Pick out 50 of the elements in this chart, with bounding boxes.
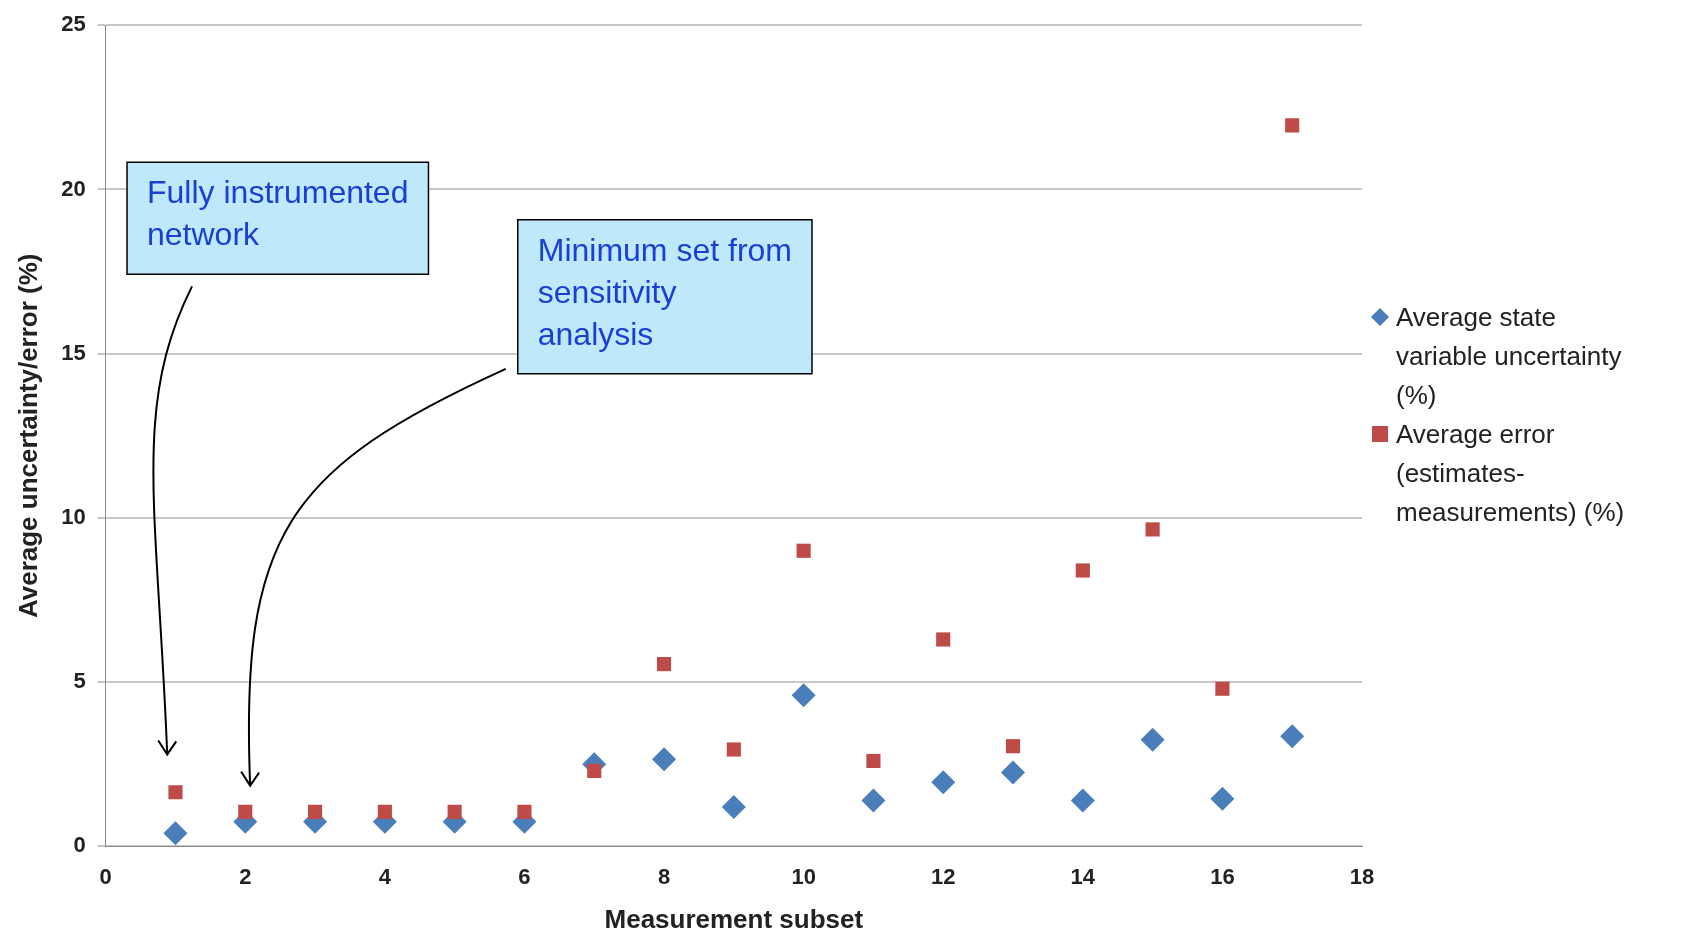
point bbox=[796, 543, 811, 558]
y-axis-title: Average uncertainty/error (%) bbox=[12, 253, 43, 619]
annotation: Minimum set from sensitivity analysis bbox=[537, 231, 792, 352]
y-tick-label: 25 bbox=[61, 11, 86, 37]
point bbox=[238, 804, 253, 819]
y-tick-label: 15 bbox=[61, 339, 86, 365]
x-tick-label: 10 bbox=[791, 863, 816, 889]
x-axis-title: Measurement subset bbox=[604, 903, 864, 934]
x-tick-label: 2 bbox=[239, 863, 252, 889]
point bbox=[721, 794, 746, 819]
point bbox=[861, 788, 886, 813]
x-tick-label: 16 bbox=[1210, 863, 1235, 889]
point bbox=[931, 770, 956, 795]
point bbox=[587, 763, 602, 778]
x-tick-label: 18 bbox=[1349, 863, 1375, 889]
annotation: Fully instrumented network bbox=[147, 174, 409, 253]
point bbox=[168, 785, 183, 800]
point bbox=[1285, 118, 1300, 133]
point bbox=[377, 804, 392, 819]
x-tick-label: 6 bbox=[518, 863, 531, 889]
x-tick-label: 4 bbox=[378, 863, 392, 889]
point bbox=[1210, 786, 1235, 811]
point bbox=[656, 657, 672, 672]
x-tick-label: 8 bbox=[657, 863, 671, 889]
point bbox=[163, 821, 188, 846]
point bbox=[1005, 739, 1021, 754]
point bbox=[517, 804, 532, 819]
legend-label: Average error (estimates-measurements) (%) bbox=[1396, 418, 1626, 529]
point bbox=[726, 742, 741, 757]
point bbox=[307, 804, 323, 819]
point bbox=[1001, 760, 1026, 785]
point bbox=[1070, 788, 1095, 813]
y-tick-label: 0 bbox=[73, 832, 86, 858]
point bbox=[447, 804, 462, 819]
y-tick-label: 10 bbox=[61, 503, 86, 529]
legend-label: Average state variable uncertainty (%) bbox=[1396, 301, 1623, 412]
point bbox=[1145, 522, 1160, 537]
point bbox=[936, 632, 951, 647]
point bbox=[1140, 727, 1165, 752]
x-tick-label: 12 bbox=[930, 863, 956, 889]
y-tick-label: 5 bbox=[73, 668, 86, 694]
point bbox=[866, 753, 881, 769]
point bbox=[1280, 724, 1305, 749]
point bbox=[1215, 681, 1230, 696]
point bbox=[1075, 563, 1090, 578]
point bbox=[652, 747, 677, 772]
x-tick-label: 0 bbox=[99, 863, 112, 889]
point bbox=[791, 683, 816, 708]
y-tick-label: 20 bbox=[61, 175, 86, 201]
x-tick-label: 14 bbox=[1070, 863, 1096, 889]
